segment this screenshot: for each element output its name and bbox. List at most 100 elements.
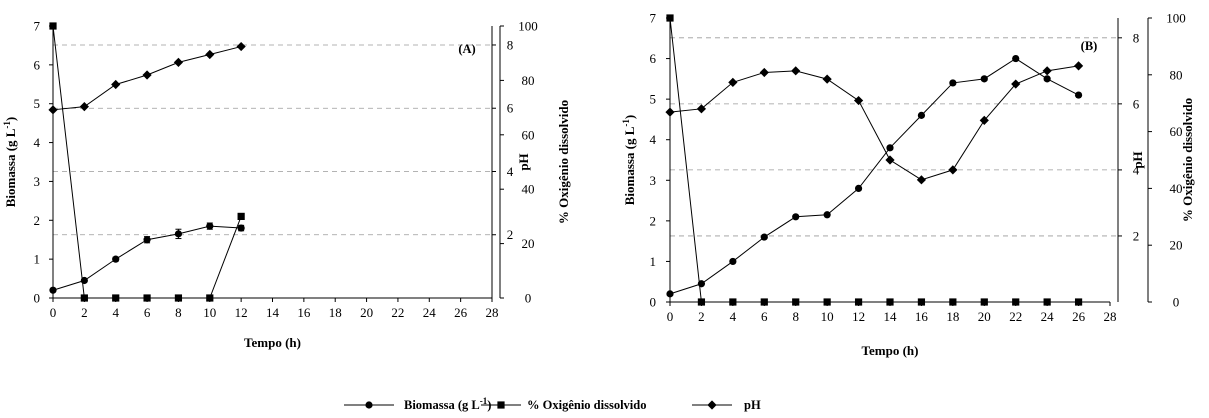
y-tick-label-right: 20	[522, 236, 535, 251]
x-axis-title: Tempo (h)	[862, 343, 919, 358]
y-tick-label-left: 5	[34, 96, 41, 111]
x-tick-label: 12	[235, 305, 248, 320]
y-axis-title-right: % Oxigênio dissolvido	[556, 100, 571, 224]
y-axis-title-ph: pH	[1130, 151, 1145, 168]
data-point-diamond	[173, 57, 184, 67]
y-tick-label-ph: 6	[507, 101, 514, 116]
chart-panel-a: 0 2 4 6 8 10 12 14 16 18 20 22 24 26 28012345672468020…	[2, 19, 571, 351]
data-point-circle	[143, 236, 151, 244]
data-point-square	[1043, 298, 1051, 306]
data-point-square	[697, 298, 706, 306]
legend-marker-diamond	[707, 400, 717, 410]
x-tick-label: 22	[1009, 309, 1022, 324]
data-point-circle	[949, 79, 957, 87]
y-tick-label-left: 7	[650, 11, 657, 26]
data-point-square	[854, 298, 863, 306]
x-tick-label: 22	[391, 305, 404, 320]
data-point-diamond	[665, 107, 675, 117]
data-point-circle	[729, 257, 737, 266]
data-point-square	[1074, 298, 1083, 306]
y-tick-label-ph: 6	[1133, 96, 1140, 111]
y-tick-label-right: 100	[1166, 11, 1186, 26]
x-tick-label: 4	[112, 305, 119, 320]
y-tick-label-left: 3	[34, 174, 41, 189]
y-axis-title-left: Biomassa (g L-1)	[621, 115, 637, 206]
y-tick-label-right: 0	[1173, 295, 1180, 310]
data-point-diamond	[48, 105, 58, 115]
y-tick-label-ph: 4	[1133, 162, 1140, 177]
legend-marker-circle	[365, 401, 373, 409]
x-tick-label: 0	[667, 309, 674, 324]
x-tick-label: 16	[915, 309, 929, 324]
data-point-circle	[917, 111, 926, 119]
x-tick-label: 2	[81, 305, 88, 320]
x-tick-label: 24	[423, 305, 437, 320]
x-tick-label: 14	[266, 305, 280, 320]
data-point-circle	[792, 213, 800, 221]
series-line-square	[669, 17, 1079, 303]
y-tick-label-ph: 2	[1133, 228, 1140, 243]
x-tick-label: 24	[1041, 309, 1055, 324]
x-tick-label: 6	[761, 309, 768, 324]
data-point-circle	[854, 184, 863, 192]
data-point-circle	[1074, 91, 1083, 99]
y-tick-label-right: 20	[1170, 238, 1183, 253]
data-point-diamond	[79, 102, 89, 112]
y-tick-label-right: 40	[522, 182, 535, 197]
data-point-square	[49, 22, 57, 30]
data-point-square	[792, 298, 800, 306]
data-point-square	[143, 294, 151, 302]
series-line-square	[52, 25, 242, 299]
series-line-diamond	[669, 65, 1079, 181]
y-tick-label-left: 0	[34, 291, 41, 306]
x-tick-label: 0	[50, 305, 57, 320]
data-point-diamond	[236, 41, 246, 52]
x-tick-label: 8	[792, 309, 799, 324]
data-point-square	[760, 298, 768, 306]
y-tick-label-right: 40	[1170, 181, 1183, 196]
data-point-circle	[206, 222, 214, 230]
data-point-diamond	[1073, 61, 1084, 71]
chart-panel-b: 0 2 4 6 8 10 12 14 16 18 20 22 24 26 28012345672468020…	[621, 11, 1195, 359]
x-tick-label: 28	[1104, 309, 1117, 324]
x-tick-label: 26	[1072, 309, 1086, 324]
y-tick-label-right: 60	[1170, 124, 1183, 139]
data-point-circle	[886, 144, 894, 152]
x-tick-label: 6	[144, 305, 151, 320]
data-point-square	[666, 14, 674, 22]
data-point-circle	[980, 75, 988, 83]
data-point-circle	[174, 230, 183, 238]
y-tick-label-left: 2	[34, 213, 41, 228]
y-tick-label-right: 60	[522, 127, 535, 142]
x-tick-label: 2	[698, 309, 705, 324]
data-point-square	[980, 298, 988, 306]
x-tick-label: 10	[821, 309, 834, 324]
data-point-diamond	[111, 79, 121, 90]
data-point-diamond	[728, 77, 738, 87]
data-point-square	[949, 298, 957, 306]
x-tick-label: 26	[454, 305, 468, 320]
y-axis-title-right: % Oxigênio dissolvido	[1180, 98, 1195, 222]
data-point-square	[823, 298, 831, 306]
data-point-diamond	[1042, 66, 1052, 76]
data-point-diamond	[791, 66, 801, 76]
x-tick-label: 4	[730, 309, 737, 324]
data-point-circle	[1012, 54, 1020, 63]
y-tick-label-ph: 8	[507, 37, 514, 52]
y-tick-label-ph: 8	[1133, 30, 1140, 45]
data-point-diamond	[759, 67, 769, 78]
data-point-square	[174, 294, 183, 302]
data-point-diamond	[142, 70, 152, 80]
legend-label: % Oxigênio dissolvido	[527, 398, 646, 412]
x-axis-title: Tempo (h)	[244, 335, 301, 350]
data-point-square	[112, 294, 120, 302]
data-point-circle	[823, 211, 831, 219]
y-tick-label-right: 100	[518, 19, 538, 34]
x-tick-label: 20	[360, 305, 373, 320]
y-tick-label-ph: 2	[507, 227, 514, 242]
y-tick-label-ph: 4	[507, 164, 514, 179]
data-point-diamond	[916, 175, 927, 185]
legend-marker-square	[497, 401, 505, 409]
data-point-circle	[1043, 75, 1051, 83]
